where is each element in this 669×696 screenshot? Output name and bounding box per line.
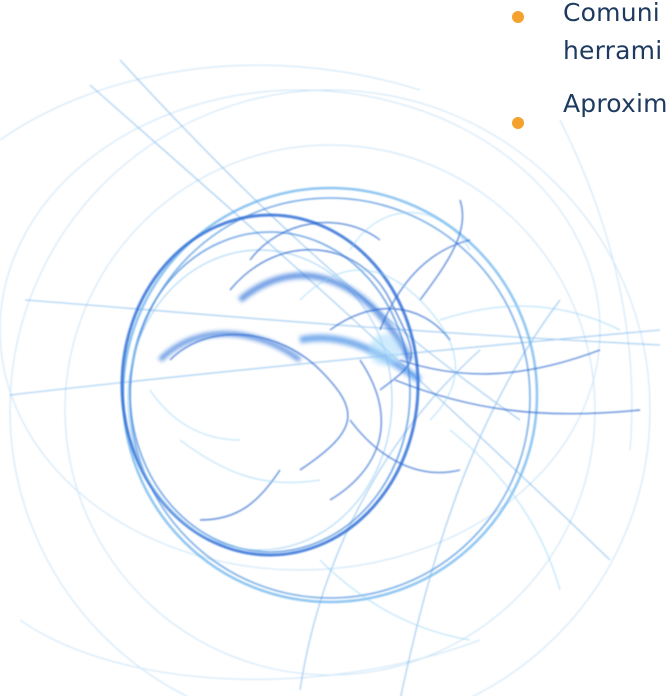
- bullet-1-line-1: Comuni: [563, 0, 660, 27]
- bullet-dot-2: [512, 117, 524, 129]
- bullet-2-line-1: Aproxim: [563, 89, 668, 118]
- bullet-1-line-2: herrami: [563, 36, 663, 65]
- bullet-dot-1: [512, 11, 524, 23]
